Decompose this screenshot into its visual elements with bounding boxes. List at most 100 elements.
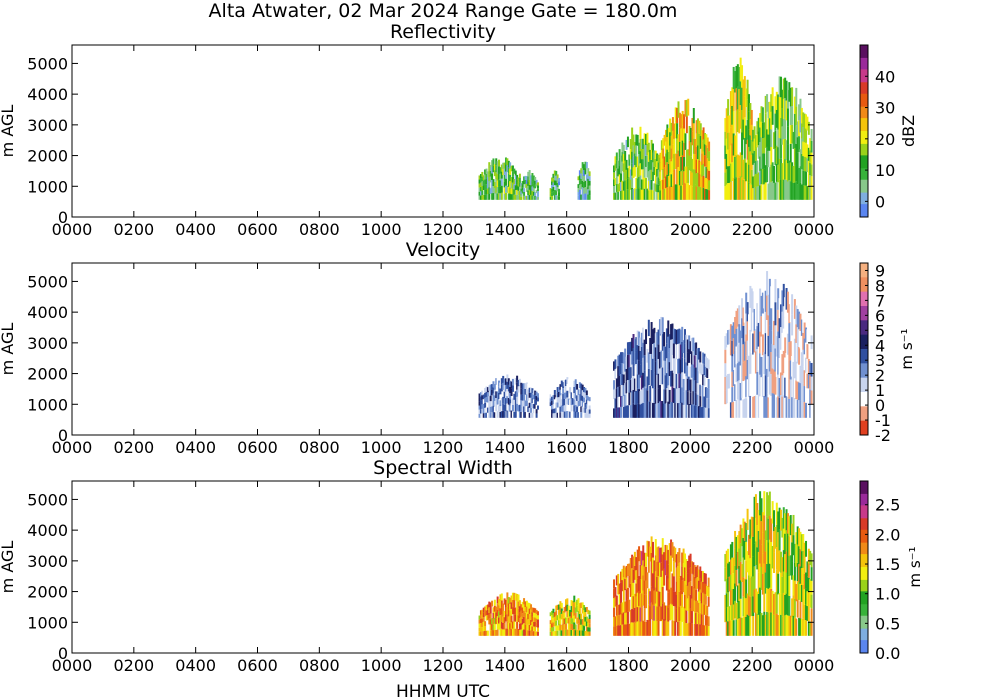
data-cell bbox=[638, 176, 641, 189]
data-cell bbox=[670, 555, 673, 572]
data-cell bbox=[784, 179, 787, 200]
data-cell bbox=[629, 570, 632, 584]
colorbar-cell bbox=[860, 423, 868, 425]
data-cell bbox=[642, 138, 645, 149]
colorbar-cell bbox=[860, 117, 868, 120]
data-cell bbox=[807, 563, 810, 578]
data-cell bbox=[805, 171, 808, 186]
data-cell bbox=[625, 139, 628, 150]
data-cell bbox=[484, 392, 487, 398]
data-cell bbox=[806, 158, 809, 173]
colorbar-cell bbox=[860, 292, 868, 295]
data-cell bbox=[725, 593, 728, 608]
data-cell bbox=[506, 158, 509, 166]
data-cell bbox=[732, 401, 735, 418]
data-cell bbox=[699, 174, 702, 188]
data-cell bbox=[556, 407, 559, 413]
data-cell bbox=[509, 174, 512, 182]
colorbar-frame bbox=[859, 262, 869, 436]
data-cell bbox=[789, 181, 792, 200]
data-cell bbox=[750, 309, 753, 332]
data-cell bbox=[785, 374, 788, 397]
data-cell bbox=[664, 141, 667, 154]
data-cell bbox=[793, 96, 796, 114]
data-cell bbox=[506, 381, 509, 389]
colorbar-cell bbox=[860, 401, 868, 404]
data-cell bbox=[647, 152, 650, 162]
colorbar-cell bbox=[860, 298, 868, 301]
data-cell bbox=[504, 614, 507, 622]
data-cell bbox=[633, 404, 636, 418]
colorbar-cell bbox=[860, 193, 868, 196]
data-cell bbox=[631, 151, 634, 164]
data-cell bbox=[520, 610, 523, 617]
data-cell bbox=[559, 406, 562, 413]
data-cell bbox=[766, 516, 769, 541]
colorbar-cell bbox=[860, 582, 868, 585]
data-cell bbox=[653, 150, 656, 159]
data-cell bbox=[657, 192, 660, 200]
data-cell bbox=[643, 144, 646, 156]
data-cell bbox=[779, 509, 782, 531]
data-cell bbox=[521, 618, 524, 625]
data-cell bbox=[615, 605, 618, 616]
data-cell bbox=[518, 606, 521, 613]
data-cell bbox=[724, 118, 727, 132]
data-cell bbox=[686, 598, 689, 611]
data-cell bbox=[555, 620, 558, 626]
data-cell bbox=[555, 630, 558, 636]
data-cell bbox=[531, 388, 534, 394]
data-cell bbox=[795, 87, 798, 107]
data-cell bbox=[524, 195, 527, 200]
data-cell bbox=[742, 325, 745, 345]
data-cell bbox=[724, 186, 727, 200]
data-cell bbox=[489, 401, 492, 407]
data-cell bbox=[514, 185, 517, 191]
data-cell bbox=[534, 192, 537, 196]
data-cell bbox=[640, 551, 643, 566]
data-cell bbox=[764, 311, 767, 334]
data-cell bbox=[486, 194, 489, 200]
data-cell bbox=[569, 629, 572, 636]
data-cell bbox=[699, 624, 702, 636]
data-cell bbox=[525, 388, 528, 395]
data-cell bbox=[583, 397, 586, 403]
data-cell bbox=[777, 511, 780, 533]
data-cell bbox=[708, 161, 711, 171]
colorbar-cell bbox=[860, 545, 868, 547]
data-cell bbox=[525, 624, 528, 630]
data-cell bbox=[507, 384, 510, 392]
colorbar-cell bbox=[860, 384, 868, 387]
data-cell bbox=[775, 163, 778, 182]
data-cell bbox=[491, 389, 494, 396]
data-cell bbox=[786, 513, 789, 534]
data-cell bbox=[625, 169, 628, 180]
data-cell bbox=[699, 384, 702, 396]
data-cell bbox=[484, 174, 487, 180]
data-cell bbox=[807, 388, 810, 404]
colorbar-cell bbox=[860, 370, 868, 372]
data-cell bbox=[671, 402, 674, 418]
data-cell bbox=[752, 312, 755, 334]
data-cell bbox=[525, 411, 528, 418]
colorbar-cell bbox=[860, 160, 868, 163]
data-cell bbox=[665, 575, 668, 591]
data-cell bbox=[750, 556, 753, 577]
data-cell bbox=[775, 524, 778, 548]
colorbar-cell bbox=[860, 335, 868, 338]
data-cell bbox=[796, 399, 799, 418]
data-cell bbox=[613, 172, 616, 180]
data-cell bbox=[788, 556, 791, 576]
data-cell bbox=[693, 588, 696, 601]
data-cell bbox=[778, 593, 781, 615]
data-cell bbox=[636, 563, 639, 579]
data-cell bbox=[809, 621, 812, 636]
data-cell bbox=[742, 79, 745, 100]
data-cell bbox=[739, 330, 742, 349]
data-cell bbox=[766, 146, 769, 165]
data-cell bbox=[774, 113, 777, 131]
colorbar-cell bbox=[860, 576, 868, 579]
data-cell bbox=[756, 525, 759, 548]
data-cell bbox=[647, 541, 650, 557]
colorbar-cell bbox=[860, 322, 868, 325]
